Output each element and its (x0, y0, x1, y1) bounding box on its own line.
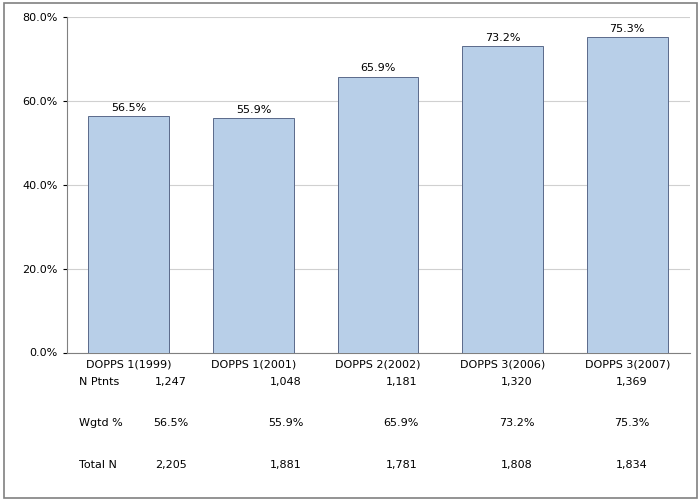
Bar (587, 37, 668, 352)
Text: 73.2%: 73.2% (485, 32, 520, 42)
Text: 75.3%: 75.3% (614, 418, 650, 428)
Text: 1,834: 1,834 (616, 460, 648, 469)
Text: 73.2%: 73.2% (499, 418, 534, 428)
Text: 55.9%: 55.9% (236, 105, 271, 115)
Text: 1,247: 1,247 (155, 377, 187, 387)
Text: 56.5%: 56.5% (153, 418, 188, 428)
Text: 1,181: 1,181 (386, 377, 417, 387)
Text: 1,320: 1,320 (500, 377, 533, 387)
Text: 1,808: 1,808 (500, 460, 533, 469)
Text: 1,048: 1,048 (270, 377, 302, 387)
Text: 55.9%: 55.9% (268, 418, 304, 428)
Text: 65.9%: 65.9% (384, 418, 419, 428)
Text: 75.3%: 75.3% (610, 24, 645, 34)
Text: 1,369: 1,369 (616, 377, 648, 387)
Text: 1,881: 1,881 (270, 460, 302, 469)
Bar (462, 46, 543, 352)
Bar (337, 76, 419, 352)
Text: 56.5%: 56.5% (111, 102, 146, 113)
Text: Wgtd %: Wgtd % (79, 418, 122, 428)
Text: 2,205: 2,205 (155, 460, 187, 469)
Text: 65.9%: 65.9% (360, 63, 395, 73)
Bar (213, 118, 294, 352)
Text: N Ptnts: N Ptnts (79, 377, 119, 387)
Text: Total N: Total N (79, 460, 117, 469)
Text: 1,781: 1,781 (386, 460, 417, 469)
Bar (88, 116, 169, 352)
